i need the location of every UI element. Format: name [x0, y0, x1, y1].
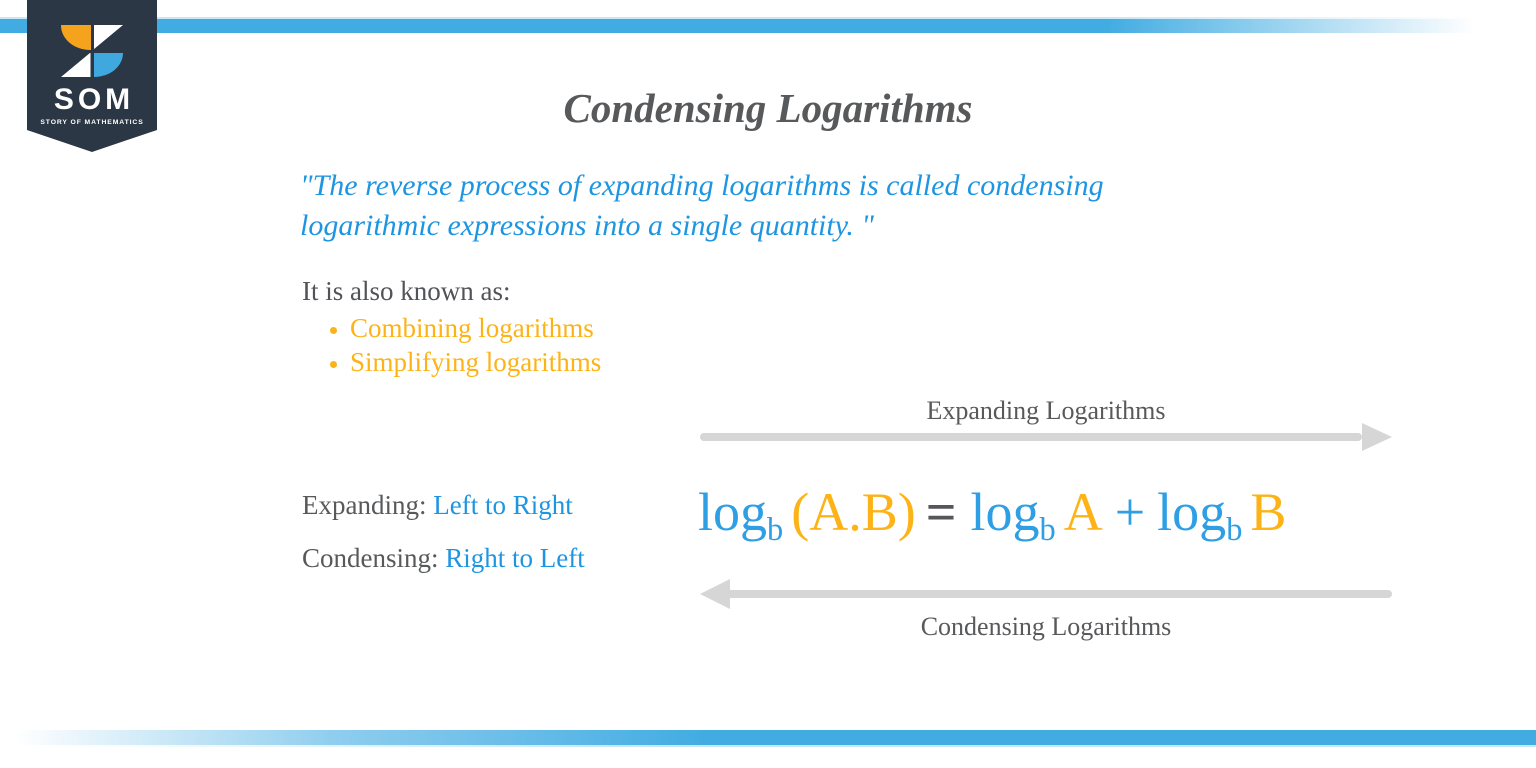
condensing-arrow-label: Condensing Logarithms — [920, 612, 1172, 641]
note-label: Expanding: — [302, 490, 427, 520]
expanding-arrow-label: Expanding Logarithms — [926, 396, 1166, 425]
formula-log-3: log — [1157, 482, 1227, 542]
bottom-stripe-highlight — [0, 745, 1536, 747]
formula-argument-1: (A.B) — [791, 482, 916, 542]
quote-line-1: "The reverse process of expanding logari… — [300, 169, 1104, 202]
also-known-as-list: Combining logarithms Simplifying logarit… — [350, 313, 601, 378]
formula-base-1: b — [767, 512, 784, 549]
formula-base-2: b — [1039, 512, 1056, 549]
logo-triangle-white-bottom — [61, 52, 91, 77]
som-pinwheel-logo-icon — [61, 25, 123, 77]
brand-tagline: STORY OF MATHEMATICS — [40, 119, 144, 126]
bottom-accent-stripe — [0, 730, 1536, 745]
quote-line-2: logarithmic expressions into a single qu… — [300, 208, 874, 242]
top-stripe-highlight — [0, 17, 1536, 19]
note-label: Condensing: — [302, 543, 439, 573]
formula-base-3: b — [1226, 512, 1243, 549]
brand-acronym: SOM — [53, 83, 135, 116]
formula-plus-sign: + — [1114, 482, 1146, 542]
logo-quadrant-orange — [61, 25, 91, 50]
arrow-shaft — [726, 590, 1392, 598]
note-value: Left to Right — [433, 490, 573, 520]
logo-quadrant-blue — [93, 52, 123, 77]
expanding-direction-note: Expanding: Left to Right — [302, 490, 585, 521]
direction-notes: Expanding: Left to Right Condensing: Rig… — [302, 490, 585, 574]
also-known-as-block: It is also known as: Combining logarithm… — [302, 276, 601, 378]
logo-triangle-white-top — [93, 25, 123, 50]
condensing-arrow — [700, 579, 1392, 609]
formula-log-1: log — [698, 482, 768, 542]
formula-equals-sign: = — [925, 482, 957, 542]
condensing-direction-note: Condensing: Right to Left — [302, 543, 585, 574]
formula-log-2: log — [970, 482, 1040, 542]
page-title: Condensing Logarithms — [563, 85, 973, 131]
log-product-rule-formula: logb (A.B) = logb A + logb B — [698, 482, 1287, 549]
expanding-arrow — [700, 423, 1392, 451]
also-known-as-label: It is also known as: — [302, 276, 511, 306]
arrow-shaft — [700, 433, 1362, 441]
brand-badge: SOM STORY OF MATHEMATICS — [27, 0, 157, 152]
list-item: Simplifying logarithms — [350, 347, 601, 378]
formula-argument-3: B — [1250, 482, 1287, 542]
note-value: Right to Left — [445, 543, 585, 573]
top-accent-stripe — [0, 19, 1536, 33]
formula-argument-2: A — [1063, 482, 1103, 542]
list-item: Combining logarithms — [350, 313, 601, 344]
arrow-left-icon — [700, 579, 730, 609]
arrow-right-icon — [1362, 423, 1392, 451]
definition-quote: "The reverse process of expanding logari… — [300, 166, 1300, 246]
